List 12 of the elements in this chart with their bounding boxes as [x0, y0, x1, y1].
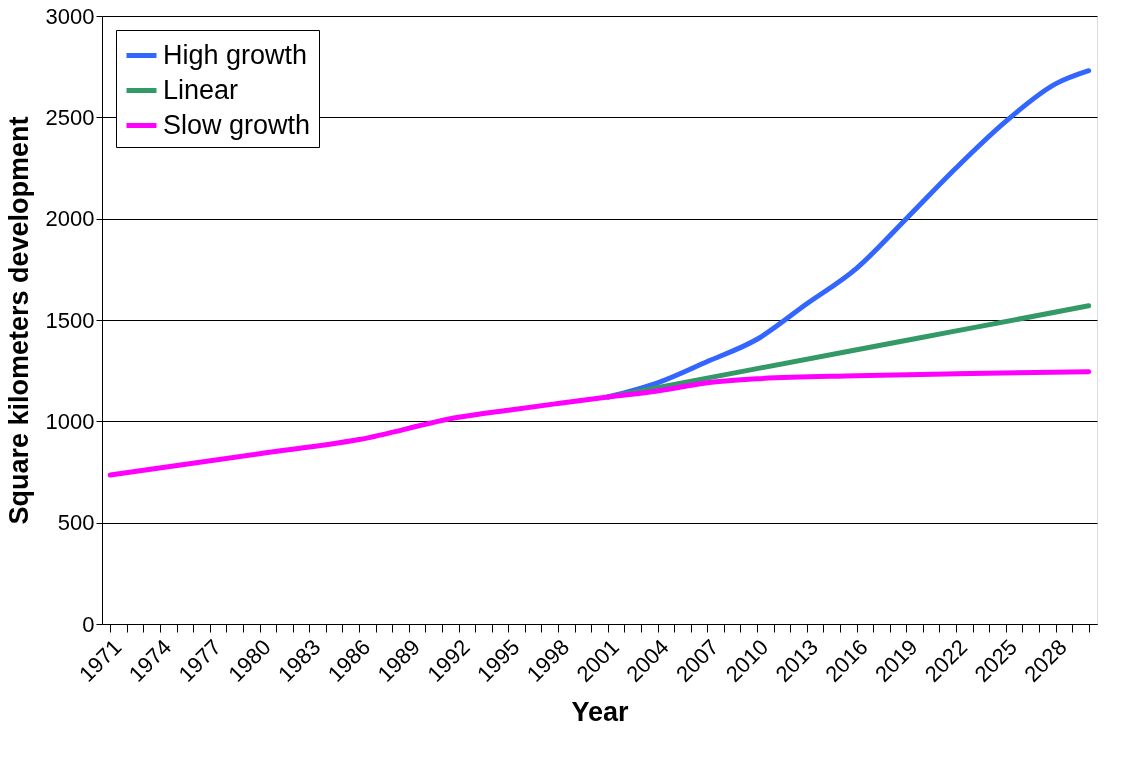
legend-label: High growth — [163, 39, 308, 70]
y-tick-label: 1500 — [45, 307, 95, 333]
y-tick-label: 500 — [57, 510, 95, 536]
y-tick-label: 3000 — [45, 3, 95, 29]
legend-label: Linear — [163, 74, 239, 105]
y-tick-label: 2500 — [45, 104, 95, 130]
y-axis-title: Square kilometers development — [3, 116, 34, 525]
x-axis-title: Year — [571, 696, 630, 727]
legend-label: Slow growth — [163, 109, 311, 140]
y-tick-label: 2000 — [45, 206, 95, 232]
y-tick-label: 1000 — [45, 408, 95, 434]
y-tick-label: 0 — [82, 611, 95, 637]
